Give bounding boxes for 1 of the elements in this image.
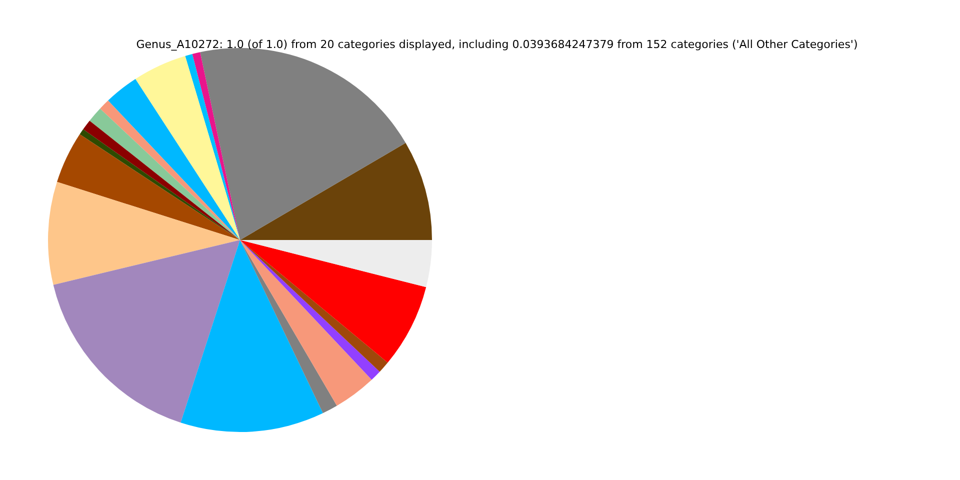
text: Genus_A10272: 1.0 (of 1.0) from 20 categories displayed, including 0.0393684247379 from 152 categories ('All Other Categories') [136,38,858,51]
